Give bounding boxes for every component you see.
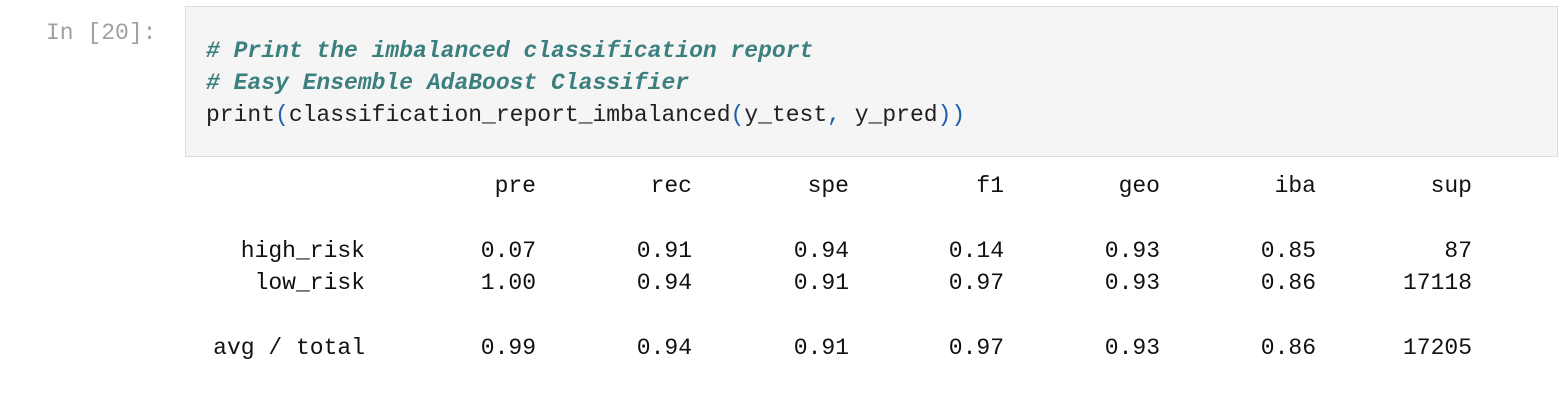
report-cell: 0.97 xyxy=(948,270,1004,296)
report-cell: 0.93 xyxy=(1104,238,1160,264)
report-header: iba xyxy=(1274,173,1316,199)
report-row-label: low_risk xyxy=(254,270,365,296)
code-cell-input[interactable]: # Print the imbalanced classification re… xyxy=(185,6,1558,157)
code-paren: ( xyxy=(730,102,745,128)
report-cell: 0.85 xyxy=(1260,238,1316,264)
report-row-label: high_risk xyxy=(240,238,365,264)
report-header: geo xyxy=(1118,173,1160,199)
report-cell: 1.00 xyxy=(480,270,536,296)
report-cell: 0.07 xyxy=(480,238,536,264)
report-header: pre xyxy=(494,173,536,199)
code-statement-line: print(classification_report_imbalanced(y… xyxy=(206,102,965,128)
report-cell: 0.99 xyxy=(480,335,536,361)
report-cell: 0.94 xyxy=(793,238,849,264)
report-cell: 87 xyxy=(1444,238,1472,264)
code-token: y_pred xyxy=(840,102,938,128)
cell-prompt: In [20]: xyxy=(46,20,157,46)
report-cell: 0.91 xyxy=(636,238,692,264)
report-header: sup xyxy=(1430,173,1472,199)
cell-output: pre rec spe f1 geo iba sup high_risk 0.0… xyxy=(185,165,1558,395)
code-paren: ( xyxy=(275,102,289,128)
report-cell: 0.86 xyxy=(1260,335,1316,361)
report-cell: 17205 xyxy=(1402,335,1472,361)
report-cell: 0.94 xyxy=(636,270,692,296)
report-cell: 0.93 xyxy=(1104,270,1160,296)
report-cell: 17118 xyxy=(1402,270,1472,296)
code-comma: , xyxy=(827,102,841,128)
report-header: f1 xyxy=(976,173,1004,199)
code-comment-line: # Print the imbalanced classification re… xyxy=(206,38,814,64)
report-cell: 0.93 xyxy=(1104,335,1160,361)
report-cell: 0.14 xyxy=(948,238,1004,264)
report-cell: 0.86 xyxy=(1260,270,1316,296)
report-cell: 0.91 xyxy=(793,270,849,296)
code-token: y_test xyxy=(744,102,828,128)
report-cell: 0.94 xyxy=(636,335,692,361)
report-row-label: avg / total xyxy=(213,335,365,361)
code-token: classification_report_imbalanced xyxy=(288,102,731,128)
code-token: print xyxy=(206,102,276,128)
report-cell: 0.97 xyxy=(948,335,1004,361)
code-paren: )) xyxy=(937,102,966,128)
report-header: rec xyxy=(650,173,692,199)
report-cell: 0.91 xyxy=(793,335,849,361)
code-comment-line: # Easy Ensemble AdaBoost Classifier xyxy=(206,70,690,96)
report-header: spe xyxy=(807,173,849,199)
